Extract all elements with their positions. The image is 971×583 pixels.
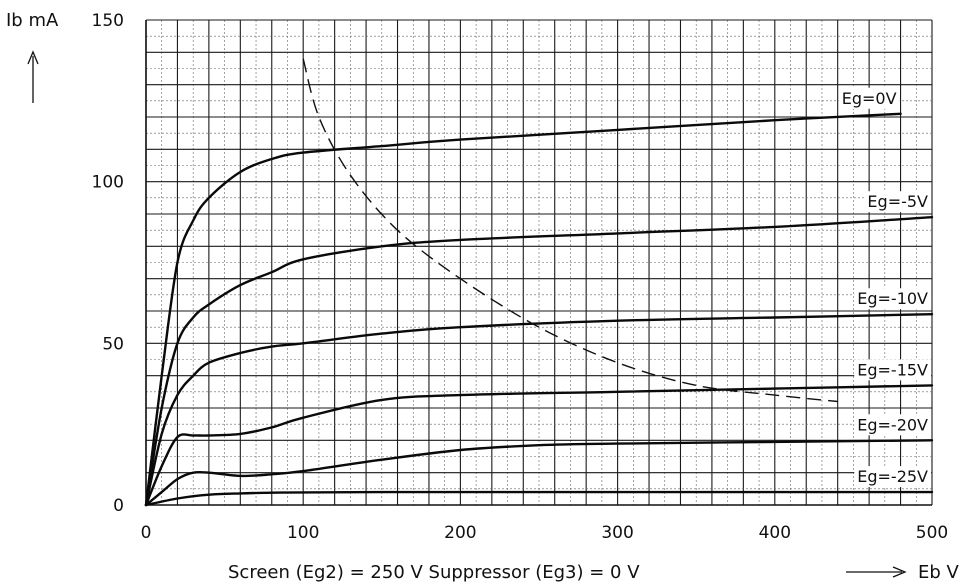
grid — [145, 19, 933, 506]
x-tick-label: 100 — [287, 523, 319, 543]
series-label: Eg=-10V — [857, 289, 928, 308]
curve-labels: Eg=0V Eg=-5V Eg=-10V Eg=-15V Eg=-20V Eg=-25V — [838, 87, 932, 488]
series-label-background — [854, 466, 932, 488]
x-tick-label: 400 — [759, 523, 791, 543]
chart-subtitle: Screen (Eg2) = 250 V Suppressor (Eg3) = … — [228, 562, 640, 583]
x-tick-label: 500 — [916, 523, 948, 543]
x-axis-arrow-icon — [846, 566, 907, 578]
series-label: Eg=-15V — [857, 360, 928, 379]
series-label-background — [838, 87, 900, 109]
x-tick-label: 300 — [601, 523, 633, 543]
series-label-background — [864, 191, 932, 213]
curve-eg-2 — [144, 313, 934, 507]
curve-eg-1 — [144, 216, 934, 507]
series-label: Eg=-25V — [857, 467, 928, 486]
curve-eg-4 — [144, 439, 934, 507]
series-label-background — [854, 359, 932, 381]
x-axis-label: Eb V — [918, 562, 960, 583]
series-label: Eg=0V — [842, 89, 897, 108]
series-label: Eg=-20V — [857, 415, 928, 434]
y-axis-label: Ib mA — [6, 10, 59, 31]
series-label-background — [854, 288, 932, 310]
axes: 0 100 200 300 400 500 0 50 100 150 — [92, 11, 949, 543]
curve-eg-0 — [144, 112, 902, 507]
y-tick-label: 50 — [102, 334, 124, 354]
curve-eg-5 — [144, 490, 934, 507]
series-label: Eg=-5V — [867, 192, 928, 211]
y-tick-label: 100 — [92, 173, 124, 193]
x-tick-label: 200 — [444, 523, 476, 543]
y-axis-arrow-icon — [27, 50, 39, 103]
curve-eg-3 — [144, 384, 934, 507]
y-tick-label: 150 — [92, 11, 124, 31]
plate-curves — [144, 58, 934, 507]
load-line — [302, 58, 838, 403]
x-tick-label: 0 — [141, 523, 152, 543]
y-tick-label: 0 — [113, 496, 124, 516]
series-label-background — [854, 414, 932, 436]
